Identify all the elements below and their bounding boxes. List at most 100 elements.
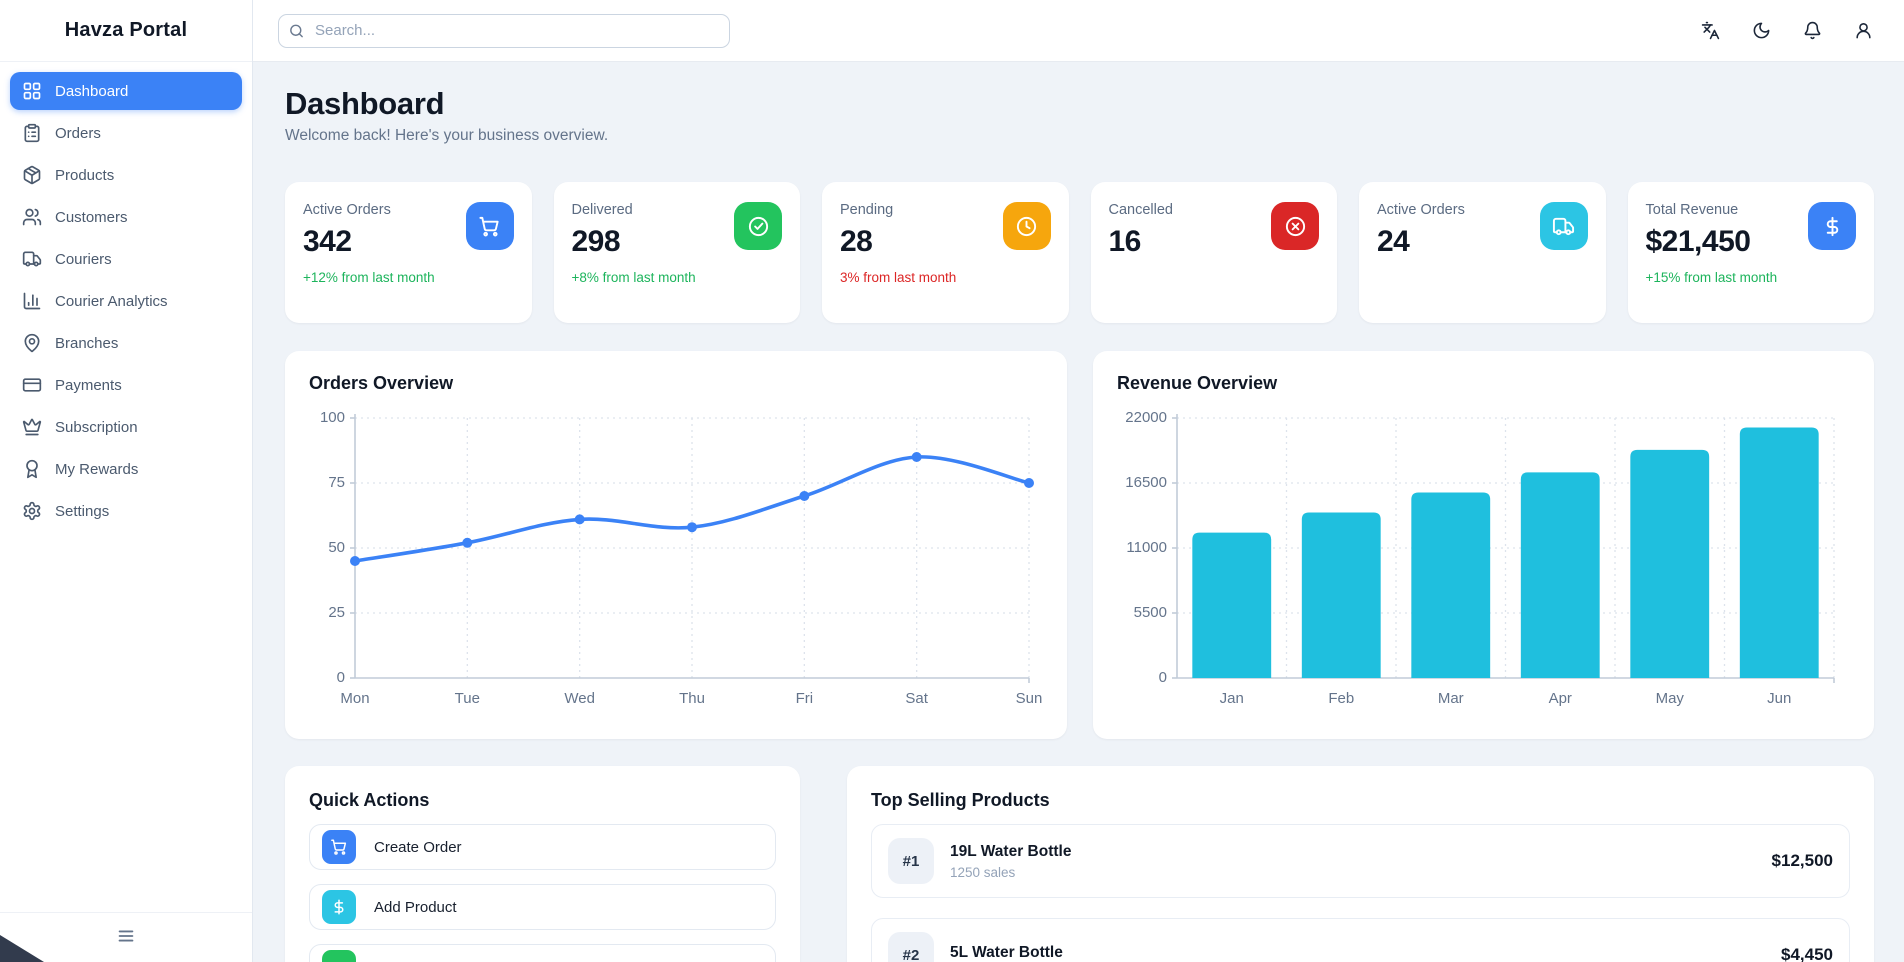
stat-value: 342	[303, 225, 352, 258]
quick-action-label: Create Order	[374, 838, 462, 856]
orders-overview-chart: 0 25 50 75 100 Mon Tue Wed Thu Fri Sat Sun	[309, 404, 1043, 710]
moon-button[interactable]	[1750, 20, 1772, 42]
sidebar-item-payments[interactable]: Payments	[10, 366, 242, 404]
truck-icon	[22, 249, 42, 269]
svg-text:Thu: Thu	[679, 690, 705, 707]
sidebar-item-my-rewards[interactable]: My Rewards	[10, 450, 242, 488]
stat-change: +15% from last month	[1645, 270, 1778, 285]
product-row-5l-water-bottle[interactable]: #2 5L Water Bottle $4,450	[871, 918, 1850, 962]
mouse-cursor-artifact	[0, 935, 44, 962]
stat-value: 298	[571, 225, 621, 258]
svg-text:75: 75	[328, 474, 345, 491]
revenue-overview-chart: 0 5500 11000 16500 22000 Jan Feb Mar Apr May Jun	[1117, 404, 1850, 710]
svg-text:0: 0	[1159, 669, 1167, 686]
truck-icon	[1539, 202, 1588, 250]
stat-card-active-orders-0: Active Orders 342 +12% from last month	[285, 182, 532, 323]
quick-actions-card: Quick Actions Create Order Add Product	[285, 766, 800, 962]
stat-card-pending-2: Pending 28 3% from last month	[822, 182, 1069, 323]
sidebar-nav: Dashboard Orders Products Customers Cour…	[0, 62, 252, 912]
app-title: Havza Portal	[0, 0, 252, 62]
sidebar-item-products[interactable]: Products	[10, 156, 242, 194]
quick-action-label: Add Product	[374, 898, 457, 916]
topbar	[253, 0, 1904, 62]
search-input[interactable]	[278, 13, 730, 48]
crown-icon	[22, 417, 42, 437]
bell-button[interactable]	[1801, 20, 1823, 42]
sidebar-item-couriers[interactable]: Couriers	[10, 240, 242, 278]
stat-label: Active Orders	[303, 202, 391, 218]
sidebar-item-settings[interactable]: Settings	[10, 492, 242, 530]
package-icon	[22, 165, 42, 185]
product-name: 19L Water Bottle	[950, 842, 1072, 860]
sidebar-item-orders[interactable]: Orders	[10, 114, 242, 152]
svg-text:Sat: Sat	[905, 690, 928, 707]
stat-value: 16	[1108, 225, 1142, 258]
dollar-icon	[322, 890, 356, 924]
sidebar-item-customers[interactable]: Customers	[10, 198, 242, 236]
orders-overview-title: Orders Overview	[309, 373, 454, 393]
svg-text:Feb: Feb	[1328, 690, 1354, 707]
svg-text:16500: 16500	[1125, 474, 1167, 491]
quick-action-add-product[interactable]: Add Product	[309, 884, 776, 930]
stat-value: 28	[840, 225, 873, 258]
svg-text:Jun: Jun	[1767, 690, 1791, 707]
stat-card-active-orders-4: Active Orders 24	[1359, 182, 1606, 323]
svg-text:Jan: Jan	[1220, 690, 1244, 707]
svg-text:Apr: Apr	[1549, 690, 1572, 707]
svg-text:11000: 11000	[1126, 539, 1167, 556]
page-title: Dashboard	[285, 86, 445, 121]
stat-change: +12% from last month	[303, 270, 435, 285]
stat-change: +8% from last month	[571, 270, 696, 285]
sidebar-collapse-button[interactable]	[108, 920, 144, 956]
sidebar-item-courier-analytics[interactable]: Courier Analytics	[10, 282, 242, 320]
quick-actions-list: Create Order Add Product	[309, 824, 776, 962]
bottom-row: Quick Actions Create Order Add Product T…	[285, 766, 1874, 962]
user-icon	[1854, 21, 1873, 40]
svg-text:Tue: Tue	[455, 690, 480, 707]
product-row-19l-water-bottle[interactable]: #1 19L Water Bottle 1250 sales $12,500	[871, 824, 1850, 898]
svg-text:Wed: Wed	[564, 690, 595, 707]
svg-text:Fri: Fri	[796, 690, 814, 707]
product-sales: 1250 sales	[950, 864, 1016, 880]
svg-text:22000: 22000	[1125, 409, 1167, 426]
grid-icon	[22, 81, 42, 101]
svg-text:100: 100	[320, 409, 345, 426]
stat-card-total-revenue-5: Total Revenue $21,450 +15% from last mon…	[1627, 182, 1874, 323]
product-name: 5L Water Bottle	[950, 944, 1063, 961]
svg-text:0: 0	[337, 669, 345, 686]
sidebar-item-subscription[interactable]: Subscription	[10, 408, 242, 446]
map-pin-icon	[22, 333, 42, 353]
stat-label: Cancelled	[1108, 202, 1174, 218]
svg-text:25: 25	[328, 604, 345, 621]
dollar-icon	[1808, 202, 1856, 250]
stat-label: Delivered	[571, 202, 633, 218]
stat-value: $21,450	[1645, 225, 1751, 258]
quick-action-item[interactable]	[309, 944, 776, 962]
sidebar-item-dashboard[interactable]: Dashboard	[10, 72, 242, 110]
quick-action-create-order[interactable]: Create Order	[309, 824, 776, 870]
quick-actions-title: Quick Actions	[309, 790, 430, 810]
product-price: $4,450	[1781, 945, 1833, 962]
sidebar-item-branches[interactable]: Branches	[10, 324, 242, 362]
stat-label: Total Revenue	[1645, 202, 1739, 218]
menu-icon	[115, 925, 137, 950]
orders-overview-card: Orders Overview 0 25 50 75 100 Mon Tue Wed Thu Fr…	[285, 351, 1067, 739]
stat-card-delivered-1: Delivered 298 +8% from last month	[553, 182, 800, 323]
clock-icon	[1002, 202, 1051, 250]
svg-text:Mar: Mar	[1438, 690, 1464, 707]
languages-button[interactable]	[1699, 20, 1721, 42]
user-button[interactable]	[1852, 20, 1874, 42]
product-rank-badge: #2	[888, 932, 934, 962]
stat-label: Pending	[840, 202, 894, 218]
stat-change: 3% from last month	[840, 270, 957, 285]
main-area: Dashboard Welcome back! Here's your busi…	[253, 0, 1904, 962]
charts-row: Orders Overview 0 25 50 75 100 Mon Tue Wed Thu Fr…	[285, 351, 1874, 739]
gear-icon	[22, 501, 42, 521]
languages-icon	[1701, 21, 1720, 40]
award-icon	[22, 459, 42, 479]
revenue-overview-title: Revenue Overview	[1117, 373, 1278, 393]
clipboard-icon	[22, 123, 42, 143]
cart-icon	[322, 830, 356, 864]
svg-text:Mon: Mon	[340, 690, 369, 707]
